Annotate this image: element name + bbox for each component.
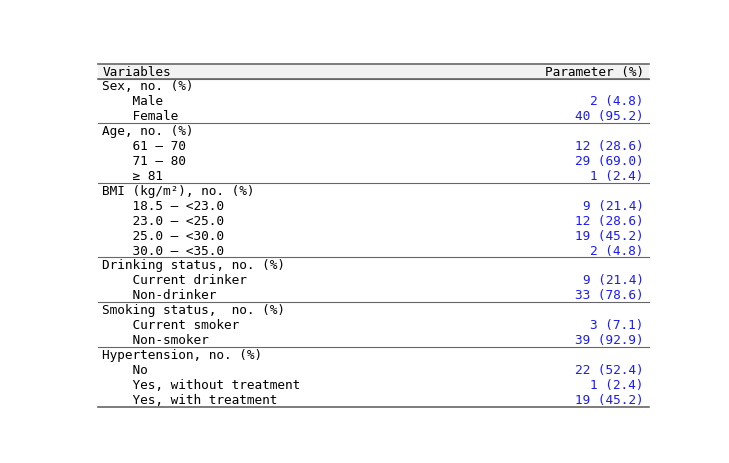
Text: 40 (95.2): 40 (95.2): [575, 110, 644, 123]
Text: 29 (69.0): 29 (69.0): [575, 155, 644, 168]
Text: Female: Female: [102, 110, 179, 123]
Text: 1 (2.4): 1 (2.4): [590, 169, 644, 182]
Text: 71 – 80: 71 – 80: [102, 155, 187, 168]
Text: Current drinker: Current drinker: [102, 274, 247, 287]
Text: 9 (21.4): 9 (21.4): [582, 200, 644, 213]
Text: Age, no. (%): Age, no. (%): [102, 125, 194, 138]
Text: 22 (52.4): 22 (52.4): [575, 363, 644, 376]
Text: Sex, no. (%): Sex, no. (%): [102, 80, 194, 93]
Text: 12 (28.6): 12 (28.6): [575, 214, 644, 227]
Text: 2 (4.8): 2 (4.8): [590, 244, 644, 257]
Text: No: No: [102, 363, 148, 376]
Text: 3 (7.1): 3 (7.1): [590, 319, 644, 332]
Text: 33 (78.6): 33 (78.6): [575, 288, 644, 301]
Text: 23.0 – <25.0: 23.0 – <25.0: [102, 214, 225, 227]
Text: 18.5 – <23.0: 18.5 – <23.0: [102, 200, 225, 213]
Text: 9 (21.4): 9 (21.4): [582, 274, 644, 287]
Text: Non-drinker: Non-drinker: [102, 288, 217, 301]
Text: 2 (4.8): 2 (4.8): [590, 95, 644, 108]
Text: ≥ 81: ≥ 81: [102, 169, 163, 182]
Text: Yes, with treatment: Yes, with treatment: [102, 393, 278, 406]
Text: Non-smoker: Non-smoker: [102, 333, 209, 346]
Text: Current smoker: Current smoker: [102, 319, 240, 332]
Bar: [98, 64, 650, 79]
Text: Smoking status,  no. (%): Smoking status, no. (%): [102, 304, 286, 317]
Text: Male: Male: [102, 95, 163, 108]
Text: 25.0 – <30.0: 25.0 – <30.0: [102, 229, 225, 242]
Text: 19 (45.2): 19 (45.2): [575, 393, 644, 406]
Text: 30.0 – <35.0: 30.0 – <35.0: [102, 244, 225, 257]
Text: Parameter (%): Parameter (%): [545, 65, 644, 78]
Text: 12 (28.6): 12 (28.6): [575, 140, 644, 153]
Text: 1 (2.4): 1 (2.4): [590, 378, 644, 391]
Text: Variables: Variables: [102, 65, 171, 78]
Text: Hypertension, no. (%): Hypertension, no. (%): [102, 348, 262, 361]
Text: 61 – 70: 61 – 70: [102, 140, 187, 153]
Text: Drinking status, no. (%): Drinking status, no. (%): [102, 259, 286, 272]
Text: 19 (45.2): 19 (45.2): [575, 229, 644, 242]
Text: Yes, without treatment: Yes, without treatment: [102, 378, 300, 391]
Text: 39 (92.9): 39 (92.9): [575, 333, 644, 346]
Text: BMI (kg/m²), no. (%): BMI (kg/m²), no. (%): [102, 184, 255, 197]
